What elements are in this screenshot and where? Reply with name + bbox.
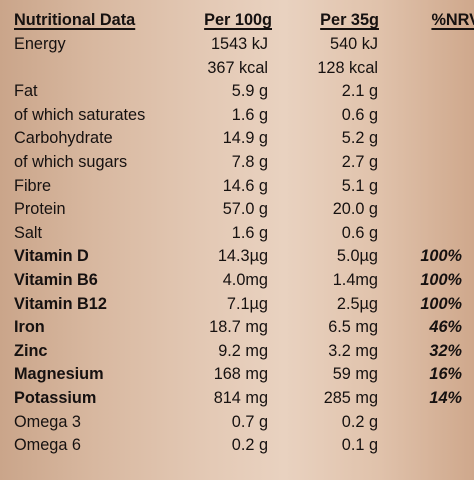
table-row: Vitamin D 14.3µg 5.0µg 100% [0, 245, 474, 269]
table-row: Omega 6 0.2 g 0.1 g [0, 434, 474, 458]
value-per-35g: 540 kJ [330, 35, 378, 53]
header-nutritional-data: Nutritional Data [14, 11, 136, 29]
table-row: Fat 5.9 g 2.1 g [0, 80, 474, 104]
value-per-35g: 3.2 mg [328, 341, 378, 360]
value-per-35g: 128 kcal [317, 58, 378, 77]
value-per-35g: 5.0µg [336, 247, 378, 266]
nrv-percent: 100% [420, 294, 462, 313]
nrv-percent: 100% [420, 247, 462, 266]
nutrient-name: Salt [14, 223, 43, 242]
nutrient-name: Fibre [14, 176, 52, 195]
nutrient-name: Fat [14, 82, 38, 101]
nutrient-name: Vitamin B12 [14, 294, 107, 313]
nutrient-name: Zinc [14, 341, 48, 360]
nrv-percent: 16% [429, 365, 462, 384]
value-per-100g: 14.3µg [217, 247, 268, 266]
header-per-35g: Per 35g [320, 11, 379, 29]
value-per-35g: 6.5 mg [328, 318, 378, 337]
table-row: 367 kcal 128 kcal [0, 57, 474, 81]
table-row: Salt 1.6 g 0.6 g [0, 222, 474, 246]
table-row: Protein 57.0 g 20.0 g [0, 198, 474, 222]
table-row: of which saturates 1.6 g 0.6 g [0, 104, 474, 128]
value-per-35g: 5.1 g [341, 176, 378, 195]
value-per-100g: 0.2 g [231, 436, 268, 455]
nutrient-name: Vitamin B6 [14, 271, 98, 289]
nrv-percent: 46% [429, 318, 462, 337]
value-per-35g: 0.6 g [341, 105, 378, 124]
value-per-100g: 1.6 g [231, 105, 268, 124]
value-per-35g: 0.2 g [341, 412, 378, 431]
value-per-35g: 1.4mg [332, 271, 378, 289]
table-row: of which sugars 7.8 g 2.7 g [0, 151, 474, 175]
value-per-100g: 1.6 g [231, 223, 268, 242]
value-per-35g: 5.2 g [341, 129, 378, 148]
nrv-percent: 100% [420, 271, 462, 289]
nutrient-name: Protein [14, 200, 66, 219]
value-per-100g: 18.7 mg [209, 318, 268, 337]
value-per-100g: 57.0 g [222, 200, 268, 219]
nrv-percent: 14% [429, 389, 462, 407]
nutrient-name: of which saturates [14, 105, 146, 124]
nutrient-name: Iron [14, 318, 45, 337]
table-row: Vitamin B12 7.1µg 2.5µg 100% [0, 293, 474, 317]
table-row: Zinc 9.2 mg 3.2 mg 32% [0, 340, 474, 364]
table-row: Vitamin B6 4.0mg 1.4mg 100% [0, 269, 474, 293]
value-per-35g: 2.5µg [336, 294, 378, 313]
value-per-100g: 14.9 g [222, 129, 268, 148]
value-per-100g: 7.8 g [231, 153, 268, 171]
table-row: Energy 1543 kJ 540 kJ [0, 33, 474, 57]
value-per-100g: 0.7 g [231, 412, 268, 431]
table-row: Fibre 14.6 g 5.1 g [0, 175, 474, 199]
value-per-100g: 5.9 g [231, 82, 268, 101]
value-per-100g: 814 mg [213, 389, 268, 407]
nutrient-name: Vitamin D [14, 247, 89, 266]
value-per-100g: 367 kcal [207, 58, 268, 77]
value-per-35g: 285 mg [323, 389, 378, 407]
table-row: Iron 18.7 mg 6.5 mg 46% [0, 316, 474, 340]
nutrient-name: Omega 3 [14, 412, 81, 431]
table-row: Carbohydrate 14.9 g 5.2 g [0, 127, 474, 151]
value-per-100g: 14.6 g [222, 176, 268, 195]
nutrient-name: of which sugars [14, 153, 128, 171]
nutrient-name: Carbohydrate [14, 129, 113, 148]
table-row: Omega 3 0.7 g 0.2 g [0, 411, 474, 435]
value-per-100g: 9.2 mg [218, 341, 268, 360]
table-row: Potassium 814 mg 285 mg 14% [0, 387, 474, 411]
header-row: Nutritional Data Per 100g Per 35g %NRV [0, 9, 474, 33]
table-row: Magnesium 168 mg 59 mg 16% [0, 363, 474, 387]
value-per-100g: 4.0mg [222, 271, 268, 289]
header-per-100g: Per 100g [204, 11, 272, 29]
value-per-35g: 2.1 g [341, 82, 378, 101]
value-per-35g: 0.1 g [341, 436, 378, 455]
value-per-35g: 59 mg [332, 365, 378, 384]
nutrient-name: Energy [14, 35, 66, 53]
nutrient-name: Omega 6 [14, 436, 81, 455]
header-nrv: %NRV [431, 11, 474, 29]
value-per-35g: 0.6 g [341, 223, 378, 242]
value-per-100g: 7.1µg [226, 294, 268, 313]
value-per-35g: 20.0 g [332, 200, 378, 219]
nutrient-name: Potassium [14, 389, 97, 407]
value-per-100g: 1543 kJ [210, 35, 268, 53]
nrv-percent: 32% [429, 341, 462, 360]
value-per-35g: 2.7 g [341, 153, 378, 171]
value-per-100g: 168 mg [213, 365, 268, 384]
nutrient-name: Magnesium [14, 365, 104, 384]
